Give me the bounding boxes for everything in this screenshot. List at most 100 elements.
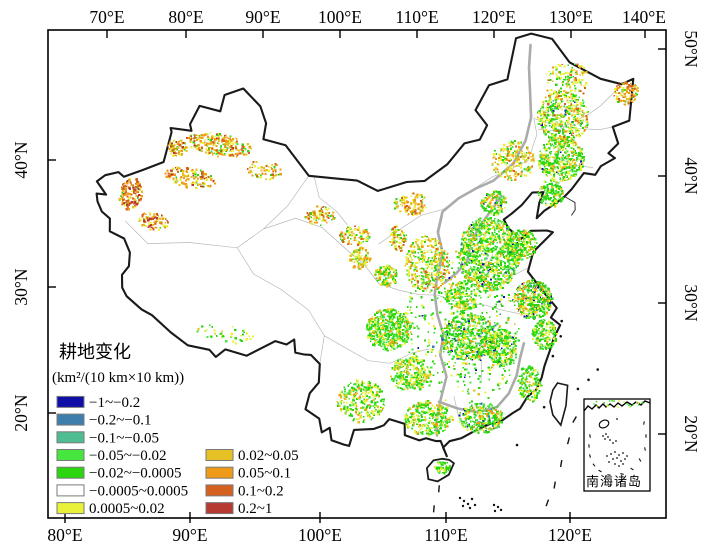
- legend-swatch: [205, 484, 234, 497]
- inset-island-dot: [622, 463, 624, 465]
- island-dot: [499, 508, 503, 512]
- inset-island-dot: [622, 452, 624, 454]
- province-border: [313, 176, 348, 226]
- island-dot: [596, 368, 600, 371]
- inset-island-dot: [608, 461, 610, 463]
- inset-dot: [611, 400, 613, 402]
- tick-label-top: 80°E: [168, 7, 203, 27]
- inset-dot: [641, 401, 644, 403]
- tick-label-bottom: 120°E: [548, 525, 592, 545]
- legend-swatch: [56, 466, 85, 479]
- inset-dot: [596, 405, 598, 408]
- boundary-dash: [432, 505, 435, 513]
- legend-swatch: [56, 502, 85, 515]
- legend-range-label: −1~−0.2: [89, 395, 140, 411]
- inset-dot: [595, 400, 598, 403]
- inset-hainan: [598, 419, 610, 429]
- inset-dot: [603, 402, 605, 404]
- inset-dot: [616, 405, 618, 407]
- inset-dot: [613, 400, 615, 402]
- inset-dot: [628, 404, 630, 406]
- boundary-dash: [630, 467, 634, 471]
- inset-island-dot: [604, 438, 606, 440]
- inset-island-dot: [616, 457, 618, 459]
- inset-dot: [623, 401, 625, 403]
- island-dot: [492, 503, 496, 507]
- inset-island-dot: [618, 454, 620, 456]
- boundary-dash: [589, 454, 591, 458]
- island-dot: [542, 405, 546, 409]
- boundary-dash: [607, 474, 611, 476]
- legend-range-label: −0.05~−0.02: [89, 448, 167, 464]
- island-dot: [496, 505, 500, 509]
- inset-dot: [629, 406, 631, 409]
- taiwan-island: [549, 382, 569, 427]
- island-dot: [576, 387, 580, 391]
- tick-label-top: 70°E: [89, 7, 124, 27]
- inset-island-dot: [618, 465, 620, 467]
- inset-dot: [608, 400, 611, 402]
- boundary-dash: [643, 421, 645, 425]
- island-dot: [551, 354, 555, 358]
- south-china-sea-inset: 南海诸岛: [583, 398, 651, 492]
- tick-label-left: 20°N: [11, 394, 31, 431]
- legend: 耕地变化 (km²/(10 km×10 km)) −1~−0.2 −0.2~−0.…: [52, 342, 299, 517]
- boundary-dash: [638, 458, 642, 462]
- inset-dot: [630, 405, 632, 407]
- legend-swatch: [56, 484, 85, 497]
- map-layers: [95, 32, 639, 513]
- province-border: [124, 175, 310, 249]
- tick-label-bottom: 90°E: [172, 525, 207, 545]
- inset-dot: [593, 403, 595, 405]
- boundary-dash: [545, 499, 550, 507]
- boundary-dash: [598, 469, 602, 473]
- boundary-dash: [566, 437, 571, 445]
- legend-swatch: [56, 449, 85, 461]
- island-dot: [461, 504, 465, 508]
- boundary-dash: [572, 416, 577, 423]
- inset-dot: [636, 401, 638, 403]
- inset-island-dot: [614, 463, 616, 465]
- map-frame: [47, 29, 667, 519]
- inset-dot: [607, 405, 609, 407]
- tick-label-left: 30°N: [11, 268, 31, 305]
- legend-swatch: [56, 431, 85, 444]
- province-border: [363, 263, 438, 296]
- legend-range-label: 0.05~0.1: [238, 466, 291, 482]
- island-dot: [458, 496, 462, 500]
- inset-dot: [618, 400, 621, 402]
- tick-label-right: 50°N: [681, 30, 701, 67]
- legend-swatch: [205, 466, 234, 479]
- inset-island-dot: [602, 435, 604, 437]
- inset-island-dot: [626, 455, 628, 457]
- island-dot: [470, 497, 474, 501]
- legend-range-label: −0.02~−0.0005: [89, 466, 182, 482]
- inset-island-dot: [605, 433, 607, 435]
- legend-range-label: −0.0005~0.0005: [89, 483, 188, 499]
- axis-ticks: 70°E 80°E 90°E 100°E 110°E 120°E 130°E 140°E 80°…: [11, 7, 701, 545]
- island-dot: [466, 502, 470, 506]
- region-divider-line: [437, 342, 526, 414]
- island-dot: [493, 509, 497, 513]
- tick-label-top: 120°E: [472, 7, 516, 27]
- island-dot: [468, 506, 472, 510]
- tick-label-bottom: 110°E: [424, 525, 467, 545]
- inset-island-dot: [606, 455, 608, 457]
- inset-island-dot: [615, 440, 617, 442]
- inset-island-dot: [612, 442, 614, 444]
- boundary-dash: [437, 485, 441, 493]
- boundary-dash: [589, 434, 591, 438]
- island-dot: [473, 503, 477, 507]
- legend-range-label: 0.02~0.05: [238, 448, 299, 464]
- island-dot: [515, 443, 519, 447]
- legend-swatch: [205, 449, 234, 461]
- inset-island-dot: [624, 458, 626, 460]
- tick-label-top: 140°E: [622, 7, 666, 27]
- province-border: [263, 217, 364, 265]
- inset-island-dot: [616, 418, 618, 420]
- inset-island-dot: [614, 451, 616, 453]
- tick-label-left: 40°N: [11, 141, 31, 178]
- dot-layer-c9: [120, 66, 638, 435]
- province-border: [236, 247, 325, 365]
